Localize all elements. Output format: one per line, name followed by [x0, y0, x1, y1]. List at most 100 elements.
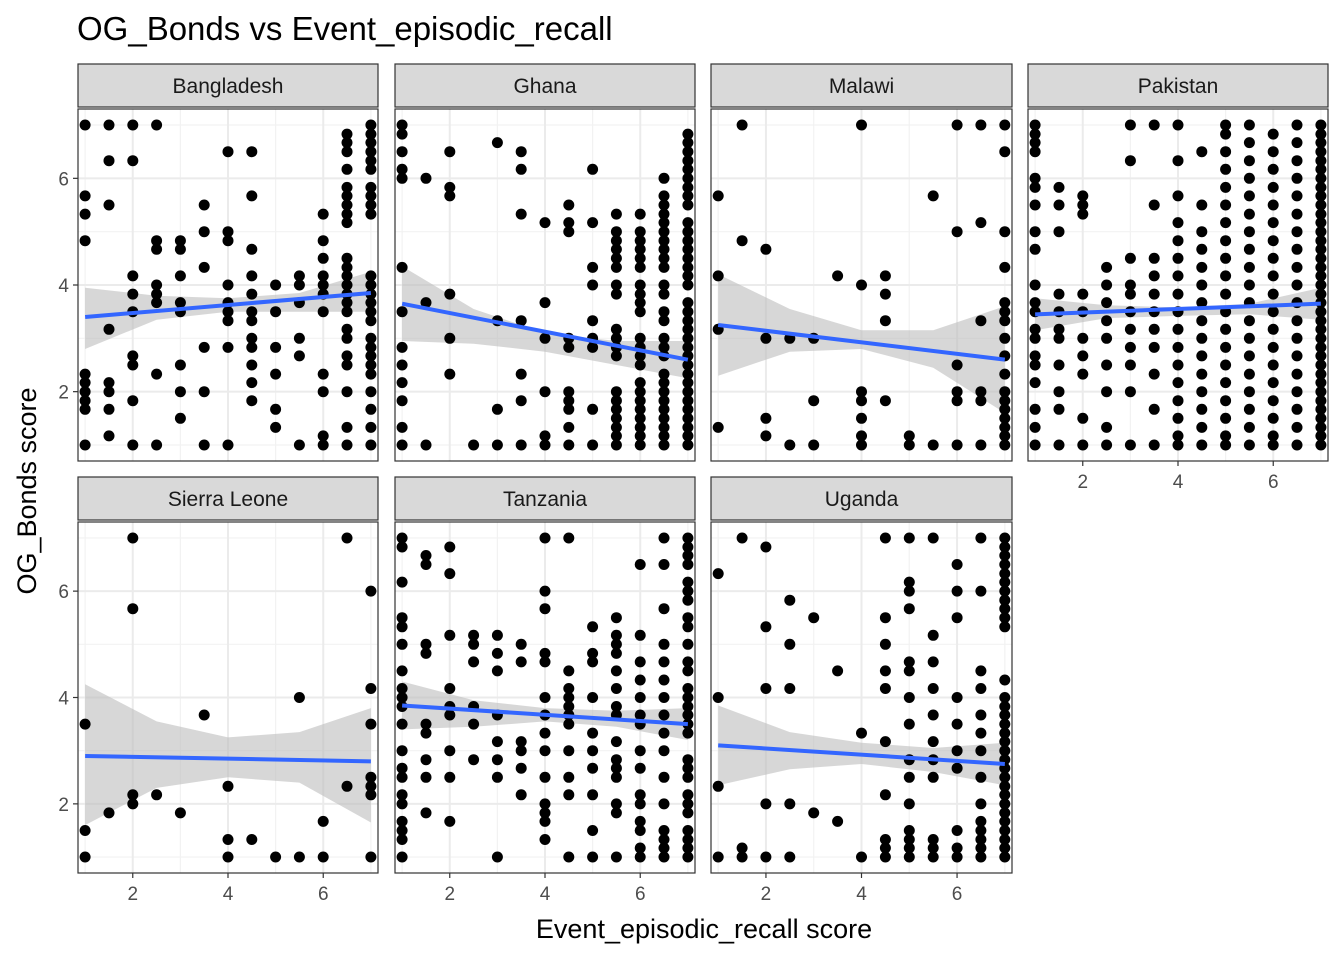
data-point [420, 771, 432, 783]
data-point [682, 789, 694, 801]
data-point [587, 403, 599, 415]
data-point [365, 119, 377, 131]
data-point [563, 789, 575, 801]
data-point [151, 368, 163, 380]
data-point [634, 745, 646, 757]
data-point [563, 745, 575, 757]
data-point [658, 851, 670, 863]
data-point [365, 718, 377, 730]
data-point [634, 851, 646, 863]
data-point [610, 235, 622, 247]
data-point [1267, 217, 1279, 229]
data-point [587, 163, 599, 175]
data-point [515, 208, 527, 220]
data-point [903, 532, 915, 544]
data-point [1315, 430, 1327, 442]
data-point [712, 780, 724, 792]
data-point [317, 279, 329, 291]
data-point [634, 789, 646, 801]
data-point [634, 798, 646, 810]
data-point [365, 128, 377, 140]
data-point [1243, 332, 1255, 344]
data-point [79, 119, 91, 131]
data-point [999, 825, 1011, 836]
data-point [1315, 403, 1327, 415]
data-point [1315, 315, 1327, 327]
data-point [563, 532, 575, 544]
data-point [999, 119, 1011, 131]
data-point [293, 279, 305, 291]
regression-line [402, 703, 688, 727]
data-point [103, 807, 115, 819]
data-point [712, 190, 724, 202]
data-point [610, 647, 622, 659]
data-point [999, 842, 1011, 854]
data-point [975, 585, 987, 597]
data-point [444, 181, 456, 193]
data-point [610, 332, 622, 344]
facet-strip [394, 63, 696, 108]
data-point [444, 288, 456, 300]
data-point [760, 851, 772, 863]
data-point [610, 736, 622, 748]
data-point [1148, 252, 1160, 264]
data-point [951, 612, 963, 624]
data-point [1315, 208, 1327, 220]
data-point [365, 341, 377, 353]
data-point [927, 771, 939, 783]
data-point [1196, 368, 1208, 380]
data-point [682, 851, 694, 863]
data-point [1267, 252, 1279, 264]
data-point [610, 762, 622, 774]
x-tick-label: 2 [761, 884, 772, 905]
data-point [879, 842, 891, 854]
data-point [563, 771, 575, 783]
data-point [198, 709, 210, 721]
data-point [246, 377, 258, 389]
data-point [634, 815, 646, 827]
data-point [682, 842, 694, 854]
data-point [1220, 270, 1232, 282]
facet-panel-pakistan: Pakistan 2 4 6 [1027, 63, 1329, 493]
data-point [1220, 288, 1232, 300]
data-point [198, 386, 210, 398]
data-point [951, 226, 963, 238]
data-point [246, 359, 258, 371]
data-point [903, 771, 915, 783]
data-point [317, 430, 329, 442]
data-point [658, 656, 670, 668]
data-point [658, 412, 670, 424]
data-point [563, 692, 575, 703]
data-point [999, 603, 1011, 615]
data-point [658, 638, 670, 650]
data-point [396, 172, 408, 184]
data-point [1315, 217, 1327, 229]
data-point [1196, 315, 1208, 327]
data-point [634, 350, 646, 362]
data-point [79, 190, 91, 202]
data-point [539, 430, 551, 442]
data-point [951, 842, 963, 854]
data-point [975, 532, 987, 544]
data-point [1267, 146, 1279, 158]
data-point [174, 297, 186, 309]
data-point [317, 851, 329, 863]
data-point [1220, 199, 1232, 211]
data-point [341, 208, 353, 220]
data-point [365, 683, 377, 694]
data-point [951, 386, 963, 398]
data-point [1029, 137, 1041, 149]
data-point [999, 727, 1011, 739]
data-point [879, 851, 891, 863]
data-point [1267, 323, 1279, 335]
data-point [999, 807, 1011, 819]
data-point [856, 386, 867, 398]
data-point [1220, 323, 1232, 335]
data-point [1077, 332, 1089, 344]
data-point [1196, 403, 1208, 415]
data-point [658, 217, 670, 229]
data-point [1243, 137, 1255, 149]
data-point [658, 559, 670, 570]
data-point [999, 771, 1011, 783]
